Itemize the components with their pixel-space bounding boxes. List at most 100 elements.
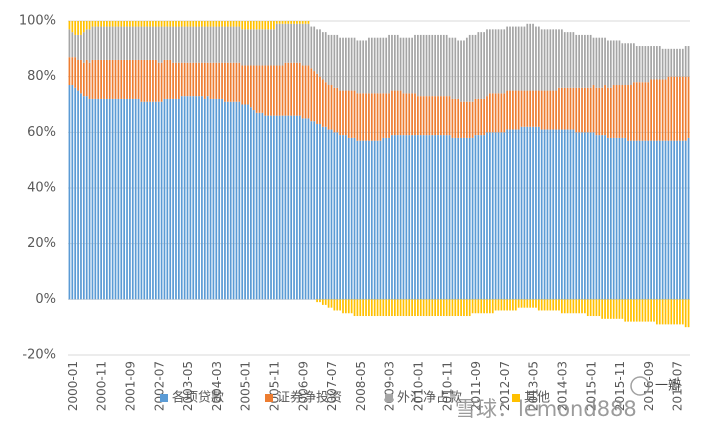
bar-segment: [376, 299, 379, 317]
bar-segment: [408, 299, 411, 317]
bar-segment: [296, 115, 298, 300]
bar-segment: [684, 299, 687, 328]
bar-segment: [601, 87, 604, 136]
bar-segment: [169, 98, 172, 300]
bar-segment: [80, 93, 82, 300]
bar-segment: [126, 98, 128, 300]
bar-segment: [385, 299, 388, 317]
bar-segment: [414, 34, 416, 94]
bar-segment: [624, 137, 627, 300]
bar-segment: [264, 21, 267, 30]
bar-segment: [411, 93, 413, 136]
bar-segment: [673, 299, 676, 325]
bar-segment: [149, 59, 151, 102]
bar-segment: [644, 82, 647, 141]
bar-segment: [391, 135, 393, 300]
bar-segment: [388, 93, 390, 138]
bar-segment: [255, 112, 258, 300]
bar-segment: [670, 140, 673, 300]
bar-segment: [77, 21, 79, 35]
bar-segment: [172, 26, 174, 63]
bar-segment: [189, 62, 192, 97]
bar-segment: [166, 59, 169, 99]
bar-segment: [546, 29, 549, 91]
bar-segment: [612, 85, 615, 138]
bar-segment: [154, 21, 157, 27]
bar-segment: [560, 299, 563, 314]
bar-segment: [632, 43, 635, 83]
bar-segment: [385, 37, 388, 94]
x-tick-label: 2014-03: [555, 361, 569, 411]
bar-segment: [339, 299, 341, 311]
bar-segment: [342, 135, 344, 300]
bar-segment: [359, 40, 362, 94]
bar-segment: [275, 65, 278, 116]
bar-segment: [399, 299, 402, 317]
bar-segment: [201, 21, 203, 27]
bar-segment: [468, 137, 471, 300]
bar-segment: [638, 299, 641, 322]
bar-segment: [249, 29, 252, 66]
bar-segment: [327, 129, 330, 300]
bar-segment: [333, 132, 336, 300]
bar-segment: [546, 90, 549, 130]
bar-segment: [555, 29, 557, 91]
bar-segment: [103, 98, 105, 300]
bar-segment: [491, 93, 494, 133]
bar-segment: [529, 23, 532, 91]
bar-segment: [126, 26, 128, 60]
bar-segment: [500, 132, 503, 300]
bar-segment: [244, 21, 246, 30]
bar-segment: [497, 299, 500, 311]
bar-segment: [486, 132, 488, 300]
bar-segment: [224, 26, 226, 63]
bar-segment: [572, 32, 575, 88]
bar-segment: [345, 90, 347, 136]
bar-segment: [549, 29, 552, 91]
bar-segment: [465, 37, 468, 102]
bar-segment: [316, 29, 318, 74]
bar-segment: [82, 96, 85, 300]
bar-segment: [641, 140, 644, 300]
bar-segment: [270, 21, 272, 30]
bar-segment: [97, 21, 100, 27]
bar-segment: [632, 140, 635, 300]
bar-segment: [301, 118, 304, 300]
bar-segment: [157, 62, 160, 102]
bar-segment: [445, 135, 448, 300]
bar-segment: [287, 23, 290, 63]
bar-segment: [578, 299, 580, 314]
bar-segment: [457, 137, 460, 300]
x-tick-label: 2017-07: [671, 361, 685, 411]
bar-segment: [598, 299, 601, 317]
bar-segment: [555, 299, 557, 311]
bar-segment: [514, 90, 517, 130]
bar-segment: [224, 101, 226, 300]
bar-segment: [635, 82, 638, 141]
bar-segment: [140, 59, 143, 102]
bar-segment: [653, 299, 655, 322]
bar-segment: [434, 34, 437, 97]
bar-segment: [661, 140, 664, 300]
bar-segment: [563, 87, 566, 130]
bar-segment: [215, 21, 218, 27]
bar-segment: [238, 21, 241, 27]
bar-segment: [180, 96, 183, 300]
bar-segment: [442, 299, 445, 317]
bar-segment: [391, 90, 393, 136]
bar-segment: [281, 115, 284, 300]
bar-segment: [258, 112, 261, 300]
bar-segment: [540, 29, 543, 91]
bar-segment: [296, 23, 298, 63]
bar-segment: [373, 299, 376, 317]
bar-segment: [681, 48, 684, 77]
bar-segment: [684, 46, 687, 77]
bar-segment: [287, 62, 290, 116]
bar-segment: [658, 46, 661, 80]
bar-segment: [448, 96, 451, 136]
bar-segment: [368, 140, 370, 300]
bar-segment: [166, 26, 169, 60]
bar-segment: [137, 98, 140, 300]
bar-segment: [169, 59, 172, 99]
y-tick-label: 0%: [35, 292, 56, 307]
